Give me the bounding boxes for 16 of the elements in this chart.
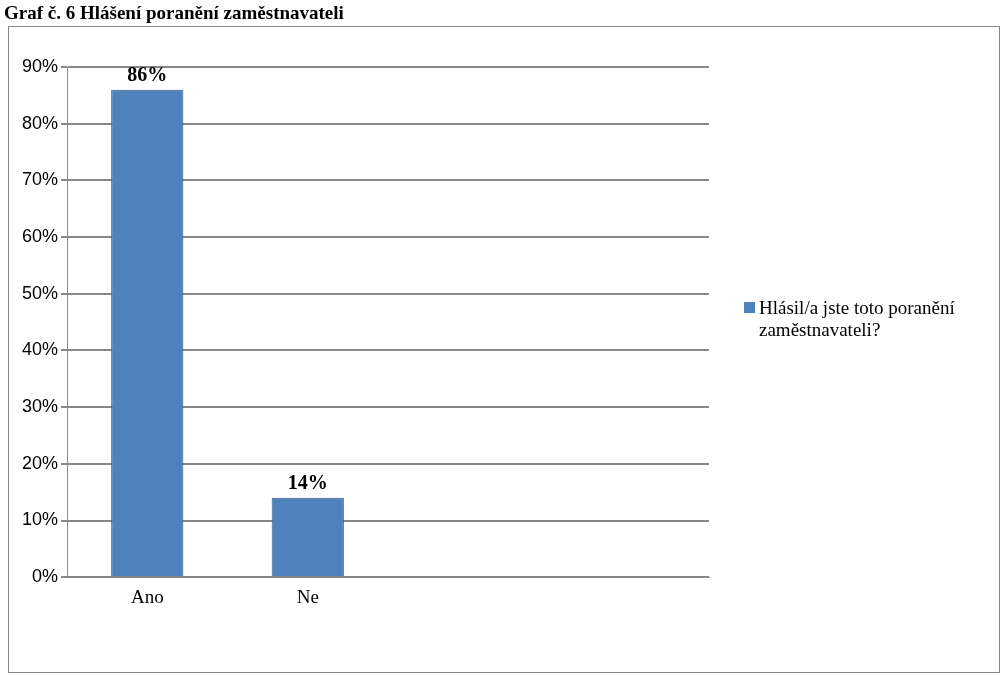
- x-tick-label: Ne: [296, 585, 319, 607]
- y-tick-label: 0%: [32, 566, 59, 587]
- y-tick-label: 90%: [22, 55, 59, 76]
- y-tick-label: 70%: [22, 169, 59, 190]
- data-label: 14%: [287, 471, 328, 494]
- legend-label: Hlásil/a jste toto poranění zaměstnavateli?: [759, 297, 956, 341]
- y-tick-label: 50%: [22, 282, 59, 303]
- y-tick-label: 60%: [22, 226, 59, 247]
- y-tick-label: 40%: [22, 339, 59, 360]
- x-tick-label: Ano: [130, 585, 164, 607]
- data-label: 86%: [127, 62, 168, 85]
- y-tick-label: 30%: [22, 396, 59, 417]
- chart-title: Graf č. 6 Hlášení poranění zaměstnavateli: [3, 1, 345, 24]
- y-tick-label: 80%: [22, 112, 59, 133]
- y-tick-label: 10%: [22, 509, 59, 530]
- y-tick-label: 20%: [22, 452, 59, 473]
